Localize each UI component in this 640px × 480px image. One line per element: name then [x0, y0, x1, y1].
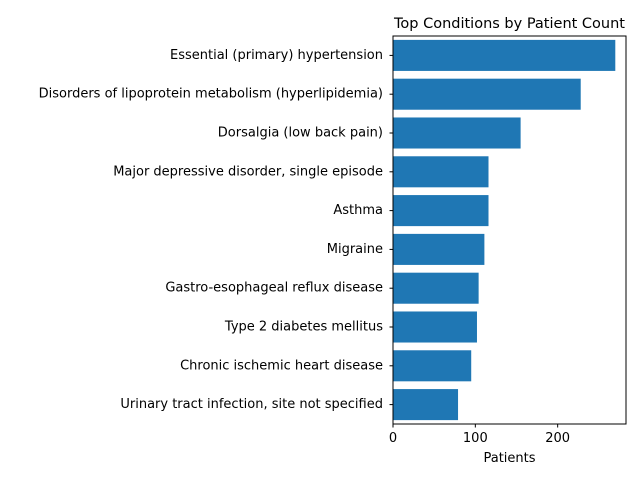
- x-tick-label: 200: [545, 431, 570, 446]
- y-tick-label: Major depressive disorder, single episod…: [113, 164, 383, 179]
- bar: [393, 311, 477, 343]
- bar: [393, 39, 616, 71]
- chart-title: Top Conditions by Patient Count: [393, 16, 625, 32]
- y-tick-label: Migraine: [327, 242, 383, 257]
- bar: [393, 78, 581, 110]
- x-tick-label: 100: [463, 431, 488, 446]
- x-axis-label: Patients: [483, 451, 535, 466]
- x-tick-label: 0: [389, 431, 397, 446]
- bar: [393, 389, 459, 421]
- bar: [393, 350, 472, 382]
- bar: [393, 117, 521, 149]
- bars-group: [393, 39, 616, 421]
- plot-frame: [392, 35, 627, 425]
- y-tick-label: Dorsalgia (low back pain): [218, 126, 383, 141]
- y-tick-label: Chronic ischemic heart disease: [180, 358, 383, 373]
- y-tick-label: Disorders of lipoprotein metabolism (hyp…: [39, 87, 383, 102]
- bar: [393, 156, 489, 188]
- y-tick-label: Type 2 diabetes mellitus: [224, 320, 383, 335]
- y-axis-ticks: Essential (primary) hypertension Disorder…: [39, 48, 393, 412]
- y-tick-label: Gastro-esophageal reflux disease: [165, 281, 383, 296]
- y-tick-label: Asthma: [333, 203, 383, 218]
- bar: [393, 195, 489, 227]
- x-axis-ticks: 0 100 200: [389, 424, 570, 446]
- bar: [393, 272, 479, 304]
- y-tick-label: Urinary tract infection, site not specif…: [120, 397, 383, 412]
- y-tick-label: Essential (primary) hypertension: [170, 48, 383, 63]
- bar: [393, 233, 485, 265]
